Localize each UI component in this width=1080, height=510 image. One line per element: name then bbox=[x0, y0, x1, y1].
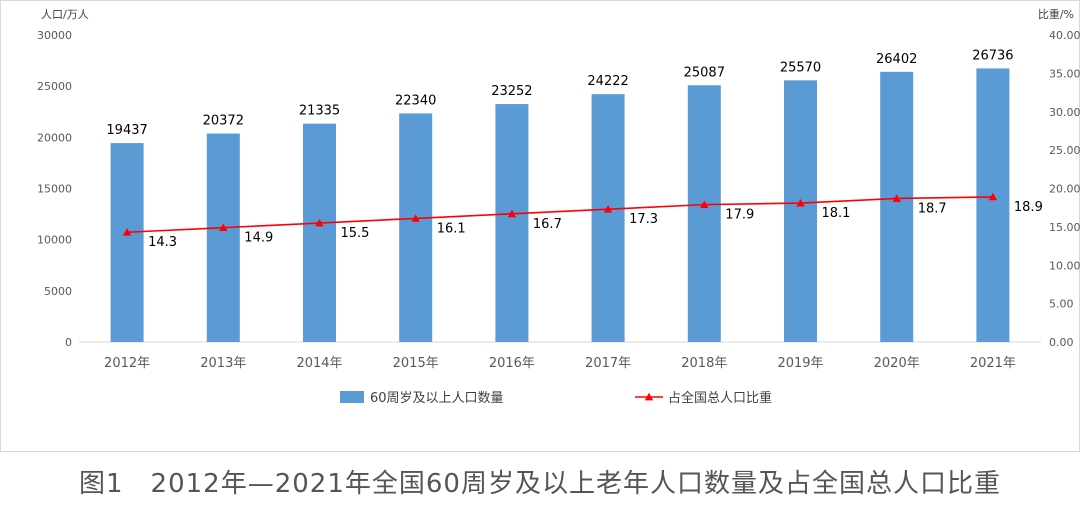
labels-layer: 19437 20372 21335 22340 23252 24222 25087 25570… bbox=[106, 48, 1042, 250]
right-tick-label: 5.00 bbox=[1049, 298, 1074, 311]
right-tick-label: 35.00 bbox=[1049, 67, 1080, 80]
combo-chart: 人口/万人 比重/% 0 5000 10000 15000 20000 25000 30000 0… bbox=[37, 7, 1080, 406]
bar-data-label: 21335 bbox=[299, 104, 340, 119]
right-tick-label: 40.00 bbox=[1049, 29, 1080, 42]
left-tick-label: 5000 bbox=[44, 285, 72, 298]
line-point-marker bbox=[603, 205, 613, 213]
left-tick-label: 25000 bbox=[37, 80, 72, 93]
bar bbox=[784, 80, 817, 342]
bar-data-label: 22340 bbox=[395, 93, 436, 108]
legend-bar-label: 60周岁及以上人口数量 bbox=[370, 391, 504, 406]
line-data-label: 17.9 bbox=[725, 208, 754, 223]
x-tick-label: 2021年 bbox=[970, 356, 1016, 371]
line-data-label: 14.3 bbox=[148, 235, 177, 250]
bar bbox=[399, 113, 433, 343]
bar-data-label: 24222 bbox=[587, 74, 628, 89]
bar-data-label: 20372 bbox=[203, 114, 244, 129]
right-tick-label: 15.00 bbox=[1049, 221, 1080, 234]
bar bbox=[206, 133, 240, 342]
left-axis-title: 人口/万人 bbox=[41, 8, 89, 21]
bar bbox=[880, 71, 914, 343]
bar bbox=[687, 85, 721, 342]
x-tick-label: 2013年 bbox=[200, 356, 246, 371]
bar bbox=[976, 68, 1010, 342]
bar bbox=[591, 94, 625, 342]
x-tick-label: 2018年 bbox=[681, 356, 727, 371]
legend-line-marker bbox=[644, 392, 654, 401]
x-tick-label: 2015年 bbox=[393, 356, 439, 371]
line-point-marker bbox=[796, 198, 805, 207]
x-tick-label: 2020年 bbox=[874, 356, 920, 371]
left-tick-label: 30000 bbox=[37, 29, 72, 42]
bar-data-label: 25570 bbox=[780, 60, 821, 75]
right-tick-label: 30.00 bbox=[1049, 106, 1080, 119]
bar-data-label: 26736 bbox=[972, 48, 1013, 63]
line-point-marker bbox=[988, 192, 998, 201]
left-tick-label: 0 bbox=[65, 336, 72, 349]
bar-data-label: 25087 bbox=[684, 65, 725, 80]
right-tick-label: 25.00 bbox=[1049, 144, 1080, 157]
left-tick-label: 15000 bbox=[37, 183, 72, 196]
right-tick-label: 20.00 bbox=[1049, 183, 1080, 196]
line-point-marker bbox=[892, 194, 901, 202]
bar-data-label: 26402 bbox=[876, 52, 917, 67]
bars-layer bbox=[110, 68, 1010, 343]
line-point-marker bbox=[122, 228, 132, 236]
line-data-label: 14.9 bbox=[244, 231, 273, 246]
x-tick-label: 2017年 bbox=[585, 356, 631, 371]
x-tick-label: 2014年 bbox=[296, 356, 342, 371]
axes-layer: 人口/万人 比重/% 0 5000 10000 15000 20000 25000 30000 0… bbox=[37, 7, 1080, 371]
line-data-label: 18.1 bbox=[822, 206, 851, 221]
right-tick-label: 10.00 bbox=[1049, 259, 1080, 272]
figure-caption: 图1 2012年—2021年全国60周岁及以上老年人口数量及占全国总人口比重 bbox=[79, 469, 1001, 499]
x-tick-label: 2016年 bbox=[489, 356, 535, 371]
line-data-label: 16.1 bbox=[437, 221, 466, 236]
line-point-marker bbox=[700, 200, 709, 208]
bar-data-label: 19437 bbox=[106, 123, 147, 138]
line-data-label: 17.3 bbox=[629, 212, 658, 227]
legend-bar-swatch bbox=[340, 391, 364, 403]
right-tick-label: 0.00 bbox=[1049, 336, 1074, 349]
right-axis-title: 比重/% bbox=[1038, 7, 1074, 21]
left-tick-label: 10000 bbox=[37, 234, 72, 247]
x-tick-label: 2012年 bbox=[104, 356, 150, 371]
line-point-marker bbox=[219, 223, 228, 232]
line-point-marker bbox=[315, 218, 324, 227]
bar bbox=[303, 123, 336, 342]
line-point-marker bbox=[411, 214, 420, 222]
bar bbox=[110, 143, 144, 342]
legend-line-label: 占全国总人口比重 bbox=[668, 390, 772, 406]
line-layer bbox=[122, 192, 998, 236]
line-data-label: 18.9 bbox=[1014, 200, 1043, 215]
bar bbox=[495, 104, 529, 342]
left-tick-label: 20000 bbox=[37, 131, 72, 144]
legend: 60周岁及以上人口数量 占全国总人口比重 bbox=[340, 390, 772, 406]
x-tick-label: 2019年 bbox=[777, 356, 823, 371]
line-point-marker bbox=[507, 209, 517, 218]
chart-frame: 人口/万人 比重/% 0 5000 10000 15000 20000 25000 30000 0… bbox=[0, 0, 1080, 452]
line-data-label: 16.7 bbox=[533, 217, 562, 232]
proportion-line bbox=[127, 196, 993, 234]
bar-data-label: 23252 bbox=[491, 84, 532, 99]
line-data-label: 15.5 bbox=[341, 226, 370, 241]
line-data-label: 18.7 bbox=[918, 201, 947, 216]
